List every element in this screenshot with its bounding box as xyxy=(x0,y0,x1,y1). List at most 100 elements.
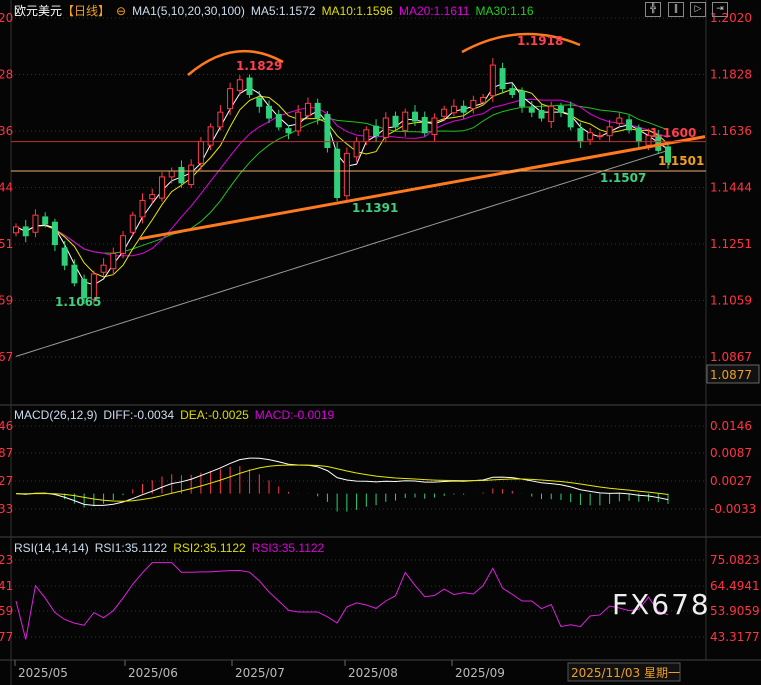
candle-body xyxy=(71,264,78,284)
candle-body xyxy=(373,125,380,137)
step-icon[interactable]: ⇥ xyxy=(712,2,728,17)
candle-body xyxy=(158,176,165,199)
candle-body xyxy=(616,117,623,124)
ma5-value: MA5:1.1572 xyxy=(250,4,316,18)
price-annotation: 1.1918 xyxy=(517,34,563,48)
left-tick: 41 xyxy=(0,579,13,593)
left-tick: 27 xyxy=(0,474,13,488)
macd-value: MACD:-0.0019 xyxy=(254,408,335,422)
candle-body xyxy=(567,108,574,128)
candle-body xyxy=(450,105,457,114)
price-annotation: 1.1600 xyxy=(650,126,696,140)
watermark: FX678 xyxy=(612,588,711,621)
macd-tick: 0.0027 xyxy=(710,474,752,488)
bar-icon[interactable]: ‖ xyxy=(668,2,684,17)
left-tick: 23 xyxy=(0,553,13,567)
candle-body xyxy=(32,214,39,233)
left-tick: 44 xyxy=(0,181,13,195)
left-tick: 28 xyxy=(0,68,13,82)
candle-body xyxy=(596,135,603,138)
price-tick: 1.2020 xyxy=(710,11,752,25)
rsi-label: RSI(14,14,14) xyxy=(14,541,89,555)
candle-body xyxy=(635,127,642,143)
candle-body xyxy=(197,141,204,164)
candle-body xyxy=(324,114,331,148)
macd-header: MACD(26,12,9) DIFF:-0.0034 DEA:-0.0025 MACD… xyxy=(14,408,340,422)
crosshair-icon[interactable]: ╬ xyxy=(645,2,661,17)
rsi-line xyxy=(15,562,669,640)
candle-body xyxy=(285,128,292,134)
settings-icon[interactable]: ⊖ xyxy=(116,4,127,18)
candle-body xyxy=(528,107,535,113)
left-tick: 46 xyxy=(0,419,13,433)
price-annotation: 1.1391 xyxy=(352,201,398,215)
candle-body xyxy=(314,102,321,119)
candle-body xyxy=(217,111,224,128)
rsi3-value: RSI3:35.1122 xyxy=(251,541,325,555)
ma100-line xyxy=(15,149,669,357)
candle-body xyxy=(51,221,58,246)
candle-body xyxy=(61,247,68,266)
candle-body xyxy=(343,152,350,197)
candle-body xyxy=(304,102,311,117)
candle-body xyxy=(538,109,545,119)
price-tick: 1.1444 xyxy=(710,181,752,195)
left-tick: 77 xyxy=(0,630,13,644)
ma10-value: MA10:1.1596 xyxy=(321,4,393,18)
candle-body xyxy=(353,141,360,158)
cursor-price: 1.0877 xyxy=(710,368,752,382)
candle-body xyxy=(626,119,633,131)
candle-body xyxy=(489,64,496,97)
candle-body xyxy=(266,105,273,119)
trendline xyxy=(139,135,706,241)
price-annotation: 1.1507 xyxy=(600,171,646,185)
diff-value: DIFF:-0.0034 xyxy=(103,408,175,422)
candle-body xyxy=(587,132,594,141)
candle-body xyxy=(480,96,487,103)
candle-body xyxy=(275,114,282,128)
rsi2-value: RSI2:35.1122 xyxy=(173,541,246,555)
candle-body xyxy=(129,214,136,233)
candle-body xyxy=(577,128,584,143)
candle-body xyxy=(227,88,234,110)
price-tick: 1.1251 xyxy=(710,237,752,251)
candle-body xyxy=(256,97,263,107)
price-tick: 1.1636 xyxy=(710,124,752,138)
x-tick: 2025/08 xyxy=(348,666,398,680)
candle-body xyxy=(645,135,652,146)
play-icon[interactable]: ▷ xyxy=(690,2,706,17)
candle-body xyxy=(392,115,399,128)
macd-tick: -0.0033 xyxy=(710,502,756,516)
x-tick: 2025/09 xyxy=(455,666,505,680)
left-tick: 59 xyxy=(0,294,13,308)
peak-arc xyxy=(461,32,581,54)
left-tick: 33 xyxy=(0,502,13,516)
main-header: 欧元美元【日线】 ⊖ MA1(5,10,20,30,100) MA5:1.1572 MA… xyxy=(14,2,540,19)
period-label[interactable]: 【日线】 xyxy=(62,4,111,18)
candle-body xyxy=(606,126,613,137)
candle-body xyxy=(149,194,156,200)
candle-body xyxy=(13,226,19,234)
candle-body xyxy=(120,235,127,254)
price-tick: 1.1828 xyxy=(710,68,752,82)
candle-body xyxy=(334,148,341,199)
cursor-date: 2025/11/03 星期一 xyxy=(571,666,680,680)
rsi-header: RSI(14,14,14) RSI1:35.1122 RSI2:35.1122 RSI… xyxy=(14,541,330,555)
cursor-date-box xyxy=(567,662,681,682)
left-tick: 36 xyxy=(0,124,13,138)
ma20-line xyxy=(15,98,669,257)
ma30-value: MA30:1.16 xyxy=(475,4,534,18)
ma-label: MA1(5,10,20,30,100) xyxy=(132,4,245,18)
candle-body xyxy=(460,105,467,113)
candle-body xyxy=(81,278,88,299)
left-tick: 51 xyxy=(0,237,13,251)
candle-body xyxy=(207,126,214,146)
dea-line xyxy=(15,464,669,502)
candle-body xyxy=(402,111,409,131)
peak-arc xyxy=(187,49,284,76)
candle-body xyxy=(665,146,671,163)
symbol-label: 欧元美元 xyxy=(14,4,63,18)
candle-body xyxy=(441,108,448,117)
